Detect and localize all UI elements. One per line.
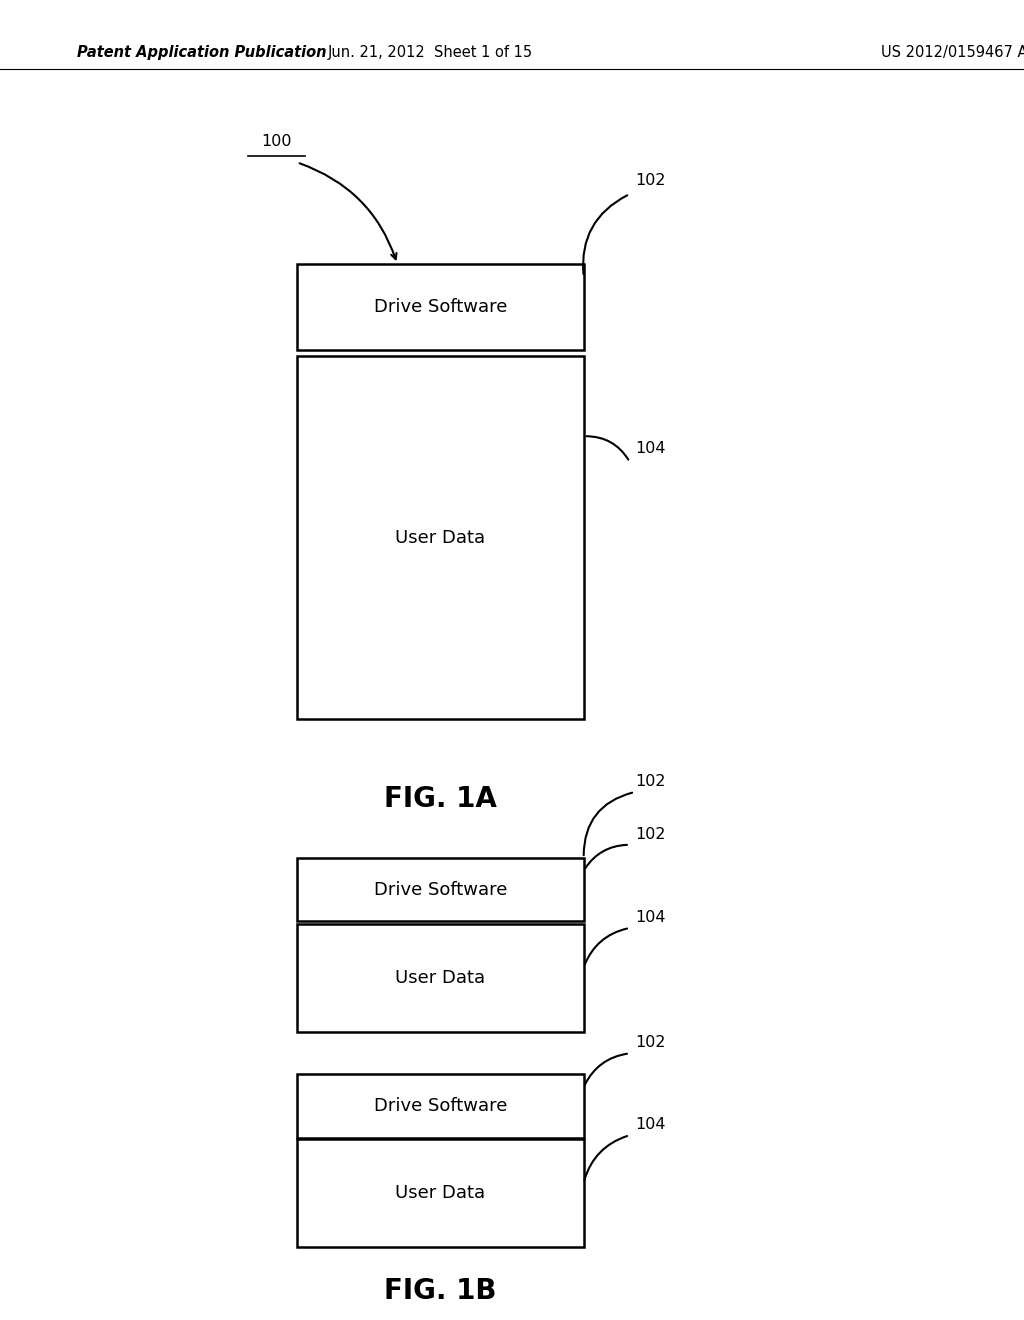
Text: Patent Application Publication: Patent Application Publication: [77, 45, 327, 61]
Bar: [297, 264, 584, 350]
Text: Drive Software: Drive Software: [374, 880, 507, 899]
Text: Drive Software: Drive Software: [374, 298, 507, 315]
Text: 102: 102: [635, 1035, 666, 1051]
Text: 100: 100: [261, 135, 292, 149]
Text: User Data: User Data: [395, 1184, 485, 1203]
Text: 104: 104: [635, 1117, 666, 1133]
Text: 104: 104: [635, 441, 666, 457]
Text: FIG. 1B: FIG. 1B: [384, 1276, 497, 1305]
Text: 102: 102: [635, 173, 666, 189]
Text: FIG. 1A: FIG. 1A: [384, 784, 497, 813]
Text: Drive Software: Drive Software: [374, 1097, 507, 1115]
Bar: [297, 1139, 584, 1247]
Text: US 2012/0159467 A1: US 2012/0159467 A1: [881, 45, 1024, 61]
Text: Jun. 21, 2012  Sheet 1 of 15: Jun. 21, 2012 Sheet 1 of 15: [328, 45, 532, 61]
Text: 102: 102: [635, 774, 666, 789]
Text: User Data: User Data: [395, 529, 485, 546]
Text: 104: 104: [635, 909, 666, 925]
Bar: [297, 1074, 584, 1138]
Text: 102: 102: [635, 826, 666, 842]
Text: User Data: User Data: [395, 969, 485, 987]
Bar: [297, 924, 584, 1032]
Bar: [297, 356, 584, 719]
Bar: [297, 858, 584, 921]
